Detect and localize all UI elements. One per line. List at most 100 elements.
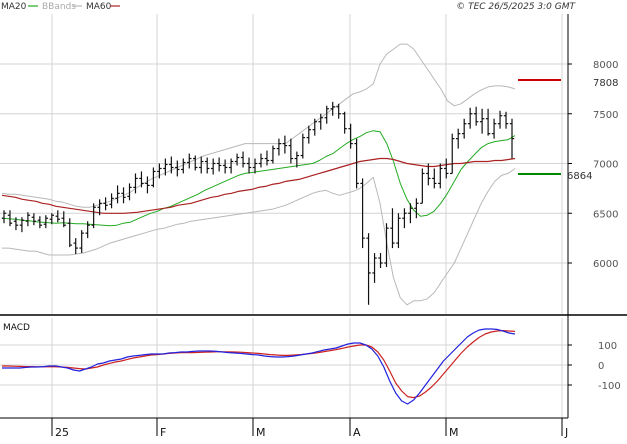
ohlc-bar (73, 238, 78, 255)
ohlc-bar (276, 138, 282, 156)
ohlc-bar (234, 153, 240, 166)
ohlc-bar (282, 135, 288, 154)
ohlc-bar (199, 156, 204, 174)
ohlc-bar (240, 151, 246, 168)
ohlc-bar (97, 199, 102, 216)
ohlc-bar (169, 156, 174, 174)
ohlc-bar (157, 163, 162, 179)
ma60-line (1, 157, 516, 214)
ohlc-bar (336, 103, 341, 119)
ohlc-bar (181, 158, 186, 174)
ohlc-bar (19, 217, 25, 233)
ohlc-bar (13, 217, 19, 231)
legend-ma20-label: MA20 (1, 2, 27, 12)
ohlc-bar (366, 233, 371, 305)
ohlc-bar (163, 158, 168, 176)
ohlc-bar (414, 198, 419, 219)
ohlc-bar (222, 159, 228, 174)
x-tick-label: A (353, 426, 361, 439)
price-tick-label: 8000 (593, 60, 618, 71)
price-tick-label: 6500 (593, 209, 618, 220)
ohlc-bar (288, 138, 294, 164)
upper-marker-value: 7808 (593, 78, 618, 89)
ohlc-bar (49, 213, 55, 225)
ohlc-bar (252, 158, 258, 174)
ohlc-bar (420, 168, 425, 204)
ohlc-bar (193, 155, 198, 171)
ohlc-bar (115, 185, 120, 204)
ohlc-bar (503, 111, 509, 129)
ohlc-bar (461, 118, 467, 139)
ohlc-bar (456, 128, 461, 149)
ohlc-bar (79, 230, 84, 254)
ohlc-bar (497, 110, 503, 129)
copyright-text: © TEC 26/5/2025 3:0 GMT (456, 2, 576, 12)
ohlc-bar (354, 138, 359, 189)
ohlc-bar (121, 187, 126, 204)
ohlc-bar (330, 101, 335, 116)
ohlc-bar (151, 167, 156, 188)
ohlc-bar (509, 118, 515, 159)
ohlc-bar (246, 157, 252, 174)
ohlc-bar (360, 178, 365, 249)
ohlc-bar (109, 193, 114, 209)
macd-tick-label: 0 (598, 361, 604, 372)
bollinger-bands (1, 43, 516, 306)
ohlc-bar (25, 212, 31, 227)
price-tick-label: 7500 (593, 110, 618, 121)
ohlc-bar (31, 213, 37, 226)
ohlc-bar (342, 111, 347, 134)
ohlc-bar (216, 157, 222, 172)
ohlc-bar (55, 210, 60, 223)
ohlc-bar (145, 176, 150, 194)
ohlc-bar (306, 125, 311, 144)
ohlc-bar (61, 211, 66, 228)
ohlc-bar (438, 163, 443, 189)
ohlc-bar (473, 106, 479, 126)
ohlc-bar (384, 223, 389, 267)
ohlc-bar (139, 171, 144, 188)
x-tick-label: M (256, 426, 266, 439)
ohlc-bar (43, 215, 49, 229)
bbands-upper-line (1, 43, 516, 208)
ohlc-bar (444, 158, 449, 179)
macd-tick-label: -100 (598, 381, 621, 392)
ohlc-bar (270, 145, 276, 164)
ohlc-bar (396, 213, 401, 249)
ohlc-bar (85, 221, 90, 239)
ohlc-bar (485, 108, 491, 136)
ohlc-bar (127, 183, 132, 201)
macd-title: MACD (3, 323, 30, 333)
ohlc-bar (103, 197, 108, 211)
macd-panel (2, 328, 516, 405)
legend-bbands-label: BBands (42, 2, 76, 12)
ohlc-bar (378, 253, 383, 268)
ohlc-bar (175, 160, 180, 177)
ohlc-bar (479, 108, 485, 134)
ohlc-bar (467, 107, 473, 129)
ohlc-bar (450, 133, 455, 175)
ohlc-bar (67, 218, 72, 248)
lower-marker-value: 6864 (567, 171, 592, 182)
ohlc-bar (402, 208, 407, 229)
ohlc-bar (264, 150, 270, 166)
ohlc-bar (318, 113, 323, 130)
ohlc-bar (1, 210, 7, 224)
ohlc-bar (133, 173, 138, 194)
macd-signal-line (2, 330, 516, 399)
price-markers (518, 79, 561, 175)
bbands-lower-line (2, 168, 516, 306)
x-tick-label: 25 (55, 426, 69, 439)
ohlc-bar (348, 123, 353, 149)
ohlc-bar (312, 118, 317, 136)
ohlc-bar (7, 210, 13, 227)
ohlc-bar (91, 203, 96, 229)
ohlc-bar (258, 153, 264, 168)
ohlc-bar (324, 105, 329, 124)
ohlc-bar (491, 118, 497, 139)
ohlc-bar (432, 168, 437, 189)
ohlc-bar (426, 163, 431, 186)
macd-line (2, 328, 516, 405)
